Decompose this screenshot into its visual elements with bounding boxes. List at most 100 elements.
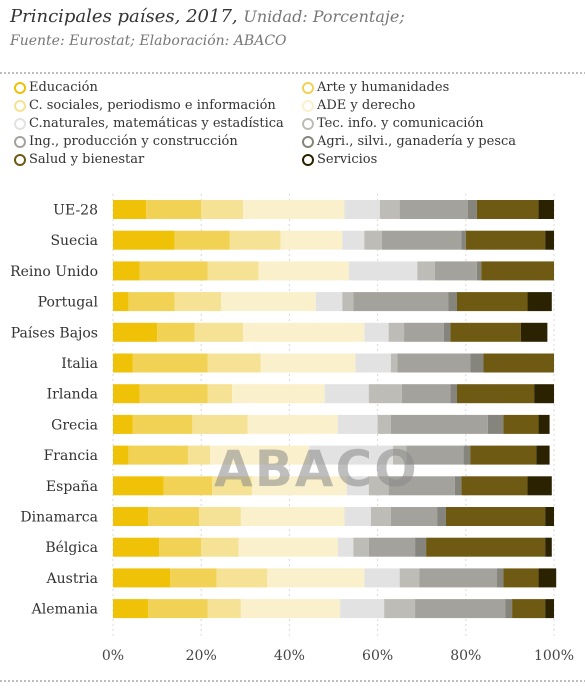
bar-segment xyxy=(538,200,554,219)
bar-segment xyxy=(437,507,446,526)
bar-segment xyxy=(113,599,149,619)
bar-segment xyxy=(113,230,175,250)
bar-segment xyxy=(240,507,345,526)
bar-segment xyxy=(207,261,259,281)
bar-segment xyxy=(132,353,208,373)
bar-segment xyxy=(212,476,252,496)
bar-segment xyxy=(390,353,398,373)
bar-segment xyxy=(364,230,383,250)
bar-segment xyxy=(251,476,347,496)
x-tick-label: 80% xyxy=(450,648,481,664)
bar-segment xyxy=(527,476,552,496)
bar-segment xyxy=(113,292,129,312)
category-label: Irlanda xyxy=(47,387,98,403)
bar-segment xyxy=(483,353,554,373)
bar-segment xyxy=(534,384,554,404)
bar-segment xyxy=(337,414,378,434)
bar-segment xyxy=(194,322,244,342)
bar-segment xyxy=(487,414,504,434)
category-label: Francia xyxy=(44,448,98,464)
x-tick-label: 40% xyxy=(274,648,305,664)
bar-segment xyxy=(113,353,133,373)
category-label: UE-28 xyxy=(53,203,98,219)
legend-item: Tec. info. y comunicación xyxy=(302,116,484,131)
bar-segment xyxy=(450,384,457,404)
bar-segment xyxy=(170,568,217,588)
bar-segment xyxy=(468,200,477,219)
bar-segment xyxy=(243,322,365,342)
legend-item: Arte y humanidades xyxy=(302,80,449,95)
bar-segment xyxy=(399,200,469,219)
bar-segment xyxy=(148,507,199,526)
bar-segment xyxy=(344,507,371,526)
legend-item: Servicios xyxy=(302,152,377,167)
legend-swatch-icon xyxy=(14,135,26,148)
bar-segment xyxy=(355,353,391,373)
bar-segment xyxy=(232,384,325,404)
bar-segment xyxy=(443,322,451,342)
top-divider xyxy=(0,72,585,74)
bar-segment xyxy=(401,384,451,404)
bar-segment xyxy=(476,200,539,219)
legend-swatch-icon xyxy=(14,81,26,94)
bar-segment xyxy=(415,537,427,557)
bar-segment xyxy=(393,445,407,465)
bar-segment xyxy=(399,568,420,588)
legend-item: Agri., silvi., ganadería y pesca xyxy=(302,134,516,149)
legend-swatch-icon xyxy=(14,153,26,166)
bar-segment xyxy=(198,507,241,526)
bar-segment xyxy=(260,353,356,373)
bar-segment xyxy=(238,537,338,557)
category-label: Grecia xyxy=(51,417,98,433)
legend-item: C. sociales, periodismo e información xyxy=(14,98,276,113)
bar-segment xyxy=(527,292,552,312)
bar-segment xyxy=(445,507,546,526)
bar-segment xyxy=(148,599,208,619)
bar-segment xyxy=(229,230,281,250)
bar-segment xyxy=(128,292,175,312)
bar-segment xyxy=(364,568,400,588)
bar-segment xyxy=(536,445,550,465)
bar-segment xyxy=(267,568,365,588)
bar-segment xyxy=(415,599,506,619)
bar-segment xyxy=(426,537,546,557)
legend-item: C.naturales, matemáticas y estadística xyxy=(14,116,284,131)
bar-segment xyxy=(113,476,164,496)
category-label: Dinamarca xyxy=(20,510,98,526)
chart-unit: Unidad: Porcentaje; xyxy=(243,7,405,26)
bar-segment xyxy=(340,599,385,619)
bar-segment xyxy=(463,445,471,465)
legend-item: Salud y bienestar xyxy=(14,152,144,167)
bar-segment xyxy=(216,568,268,588)
bar-segment xyxy=(353,292,449,312)
bar-segment xyxy=(113,537,160,557)
bar-segment xyxy=(496,568,504,588)
legend-swatch-icon xyxy=(14,117,26,130)
bar-segment xyxy=(388,476,455,496)
bar-segment xyxy=(545,507,554,526)
legend-label: Servicios xyxy=(317,152,378,167)
bar-segment xyxy=(390,414,488,434)
category-label: Italia xyxy=(61,356,98,372)
category-label: Austria xyxy=(46,571,98,587)
category-label: España xyxy=(46,479,98,495)
category-label: Alemania xyxy=(31,602,98,618)
x-tick-label: 20% xyxy=(186,648,217,664)
bar-segment xyxy=(113,445,129,465)
legend-item: Educación xyxy=(14,80,98,95)
bar-segment xyxy=(545,537,552,557)
bar-segment xyxy=(240,599,341,619)
bar-segment xyxy=(461,230,466,250)
legend-swatch-icon xyxy=(302,81,314,94)
bar-segment xyxy=(545,230,554,250)
legend-label: C. sociales, periodismo e información xyxy=(29,98,276,113)
bar-segment xyxy=(434,261,477,281)
bar-segment xyxy=(174,230,230,250)
bar-segment xyxy=(113,322,158,342)
bar-segment xyxy=(379,200,400,219)
category-label: Países Bajos xyxy=(11,325,98,341)
bar-segment xyxy=(397,353,471,373)
bar-segment xyxy=(192,414,248,434)
chart-header: Principales países, 2017, Unidad: Porcen… xyxy=(10,4,580,52)
bar-segment xyxy=(538,414,550,434)
